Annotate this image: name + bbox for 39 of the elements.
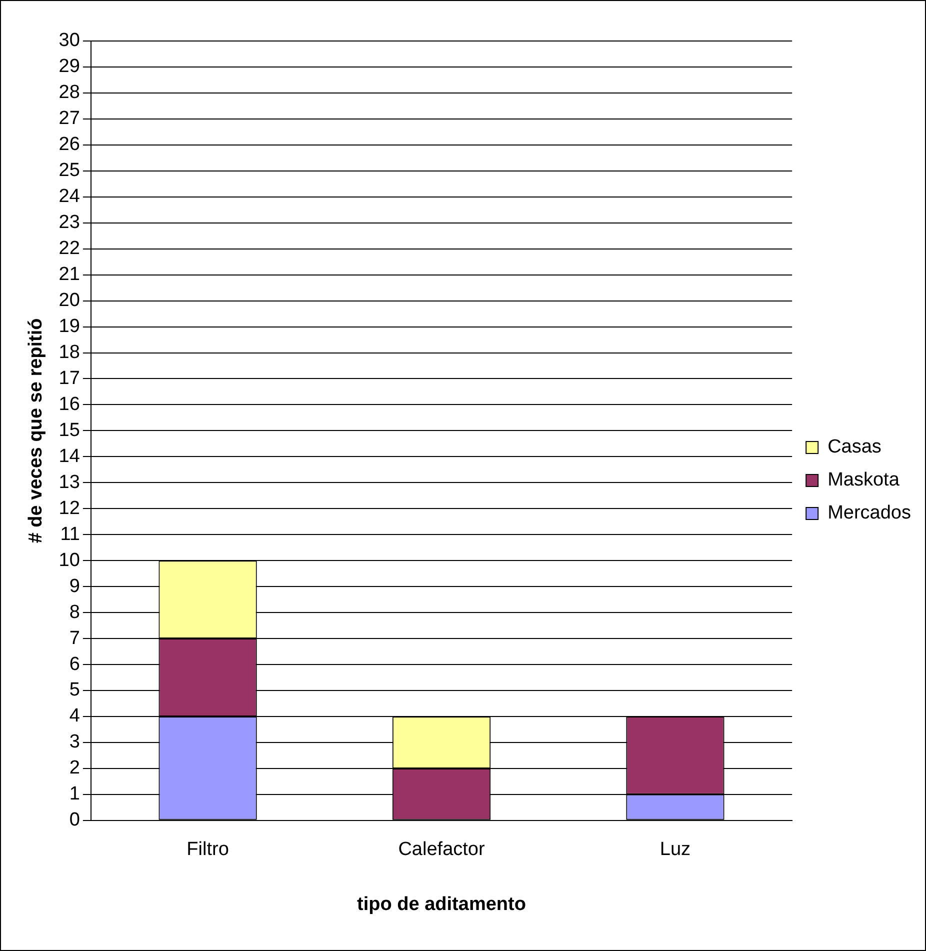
y-tick-label: 7 bbox=[69, 628, 80, 649]
y-tick-label: 10 bbox=[58, 550, 80, 571]
y-tick-label: 16 bbox=[58, 394, 80, 415]
y-tick-label: 19 bbox=[58, 316, 80, 338]
y-tick-label: 12 bbox=[58, 498, 80, 519]
x-tick-label: Luz bbox=[660, 839, 691, 860]
y-tick-label: 28 bbox=[58, 82, 80, 104]
legend-label: Casas bbox=[828, 436, 882, 458]
y-tick-label: 29 bbox=[58, 56, 80, 78]
y-tick-label: 14 bbox=[58, 446, 80, 467]
y-tick-label: 2 bbox=[69, 758, 80, 779]
y-tick-label: 20 bbox=[58, 290, 80, 312]
y-tick-label: 13 bbox=[58, 472, 80, 493]
y-tick-label: 17 bbox=[58, 368, 80, 389]
y-tick-label: 23 bbox=[58, 212, 80, 234]
y-tick-label: 21 bbox=[58, 264, 80, 286]
y-tick-label: 22 bbox=[58, 238, 80, 260]
y-tick-label: 1 bbox=[69, 784, 80, 805]
y-tick-label: 8 bbox=[69, 602, 80, 623]
y-tick-label: 18 bbox=[58, 342, 80, 363]
y-tick-label: 5 bbox=[69, 680, 80, 701]
legend-label: Maskota bbox=[828, 470, 900, 491]
y-tick-label: 30 bbox=[58, 30, 80, 52]
legend-label: Mercados bbox=[828, 502, 911, 524]
x-tick-label: Filtro bbox=[186, 839, 229, 860]
y-axis-title: # de veces que se repitió bbox=[26, 318, 47, 544]
y-tick-label: 9 bbox=[69, 576, 80, 597]
x-axis-title: tipo de aditamento bbox=[357, 894, 526, 915]
y-tick-label: 15 bbox=[58, 420, 80, 441]
x-tick-label: Calefactor bbox=[398, 839, 486, 860]
y-tick-label: 25 bbox=[58, 160, 80, 182]
y-tick-label: 6 bbox=[69, 654, 80, 675]
y-tick-label: 24 bbox=[58, 186, 80, 208]
y-tick-label: 3 bbox=[69, 732, 80, 753]
y-tick-label: 26 bbox=[58, 134, 80, 156]
y-tick-label: 11 bbox=[60, 524, 80, 545]
y-tick-label: 0 bbox=[69, 810, 80, 831]
y-tick-label: 4 bbox=[69, 706, 80, 727]
y-tick-label: 27 bbox=[58, 108, 80, 130]
